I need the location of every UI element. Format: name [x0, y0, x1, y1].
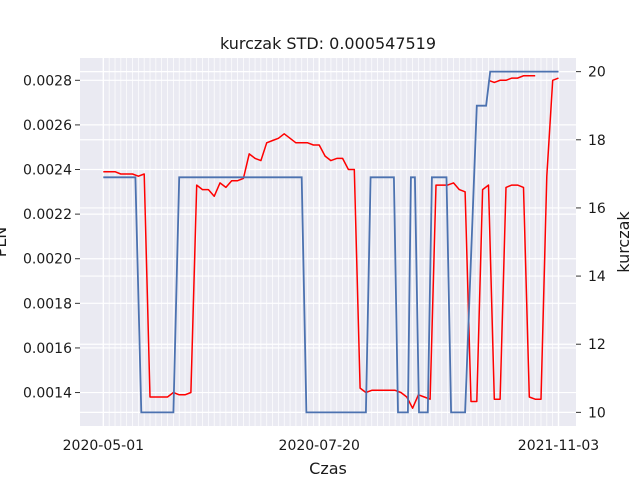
- pln-series-tail: [488, 75, 536, 84]
- tick-layer: 2020-05-01 2020-07-20 2021-11-03 0.0014 0.00…: [23, 65, 606, 454]
- chart-title: kurczak STD: 0.000547519: [220, 34, 436, 53]
- x-tick-label: 2020-07-20: [279, 438, 360, 454]
- y-left-tick-label: 0.0024: [23, 163, 72, 179]
- y-right-tick-label: 18: [588, 133, 606, 149]
- y-left-tick-label: 0.0018: [23, 296, 72, 312]
- kurczak-series-line: [103, 70, 559, 414]
- series-layer: [103, 70, 559, 414]
- y-left-tick-label: 0.0026: [23, 118, 72, 134]
- y-axis-right-label: kurczak: [614, 211, 633, 273]
- y-left-tick-label: 0.0028: [23, 73, 72, 89]
- x-tick-label: 2021-11-03: [518, 438, 599, 454]
- x-axis-label: Czas: [309, 459, 347, 478]
- y-left-tick-label: 0.0016: [23, 341, 72, 357]
- y-right-tick-label: 20: [588, 65, 606, 81]
- y-right-tick-label: 10: [588, 405, 606, 421]
- y-left-tick-label: 0.0020: [23, 252, 72, 268]
- y-right-tick-label: 14: [588, 269, 606, 285]
- y-right-tick-label: 12: [588, 337, 606, 353]
- y-left-tick-label: 0.0022: [23, 207, 72, 223]
- y-right-tick-label: 16: [588, 201, 606, 217]
- y-left-tick-label: 0.0014: [23, 386, 72, 402]
- x-tick-label: 2020-05-01: [63, 438, 144, 454]
- y-axis-left-label: PLN: [0, 227, 10, 258]
- pln-series-line: [103, 77, 559, 409]
